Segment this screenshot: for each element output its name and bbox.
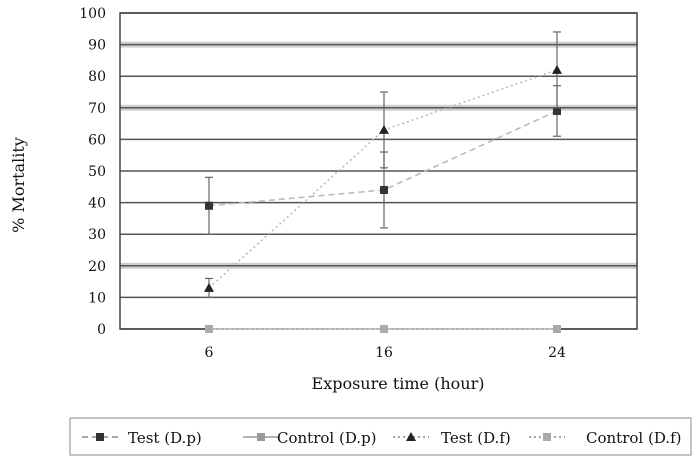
series-2 [204,31,562,298]
legend-swatch-marker [96,433,104,441]
x-axis-title: Exposure time (hour) [312,374,485,393]
y-tick-label: 10 [88,290,106,306]
series-3 [205,325,561,333]
legend-label: Test (D.f) [441,429,511,447]
data-point [205,201,213,210]
series-layer [204,31,562,333]
y-tick-label: 80 [88,69,106,85]
legend-item-0: Test (D.p) [82,429,202,447]
legend-item-3: Control (D.f) [529,429,681,447]
y-tick-label: 20 [88,259,106,275]
y-axis-title: % Mortality [9,137,28,233]
y-tick-label: 30 [88,227,106,243]
y-tick-label: 60 [88,132,106,148]
y-tick-labels: 0 10 20 30 40 50 60 70 80 90 100 [79,6,106,338]
legend-item-2: Test (D.f) [393,429,511,447]
data-point [380,325,388,333]
legend-label: Test (D.p) [128,429,202,447]
x-tick-label: 24 [548,345,566,361]
y-tick-label: 0 [97,322,106,338]
legend: Test (D.p) Control (D.p) Test (D.f) Control… [82,429,681,447]
legend-swatch-marker [257,433,265,441]
data-point [552,64,562,74]
data-point [553,106,561,115]
data-point [380,185,388,194]
x-tick-label: 16 [375,345,393,361]
legend-label: Control (D.p) [277,429,377,447]
data-point [379,124,389,134]
data-point [553,325,561,333]
y-tick-label: 40 [88,196,106,212]
legend-swatch-marker [543,433,551,441]
x-tick-label: 6 [205,345,214,361]
legend-box [69,417,692,456]
y-tick-label: 90 [88,38,106,54]
y-tick-label: 50 [88,164,106,180]
x-tick-labels: 6 16 24 [205,345,566,361]
data-point [205,325,213,333]
data-point [204,282,214,292]
gridlines [119,12,638,330]
legend-item-1: Control (D.p) [243,429,377,447]
legend-swatch-marker [406,432,416,441]
series-line [208,69,558,289]
legend-label: Control (D.f) [586,429,681,447]
y-tick-label: 70 [88,101,106,117]
y-tick-label: 100 [79,6,106,22]
